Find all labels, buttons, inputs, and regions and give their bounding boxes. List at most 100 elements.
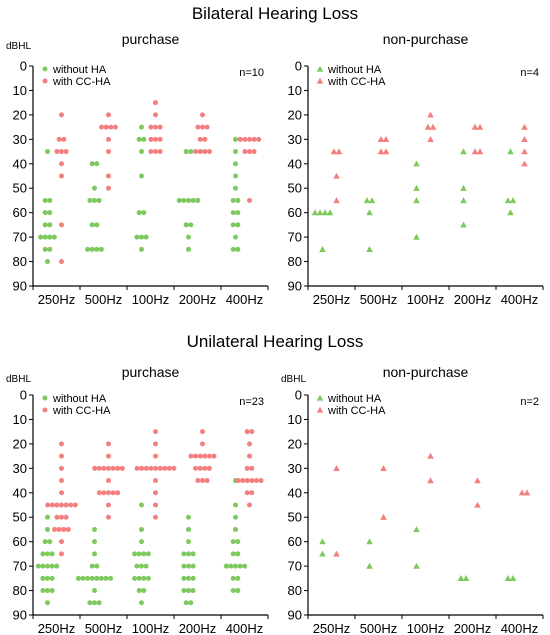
data-point-with-cc-ha xyxy=(59,502,64,508)
x-tick-label: 250Hz xyxy=(38,292,76,307)
data-point-without-ha xyxy=(40,551,46,557)
y-tick-label: 20 xyxy=(288,107,302,122)
data-point-without-ha xyxy=(235,210,241,216)
data-point-without-ha xyxy=(49,575,55,581)
data-point-with-cc-ha xyxy=(106,136,111,142)
data-point-with-cc-ha xyxy=(240,478,246,484)
data-point-without-ha xyxy=(89,563,95,569)
data-point-with-cc-ha xyxy=(153,465,158,471)
data-point-without-ha xyxy=(92,600,97,606)
data-point-without-ha xyxy=(190,588,196,594)
data-point-without-ha xyxy=(366,246,373,252)
data-point-with-cc-ha xyxy=(59,161,64,167)
y-unit-label: dBHL xyxy=(6,374,31,385)
y-tick-label: 40 xyxy=(13,485,27,500)
y-tick-label: 20 xyxy=(13,107,27,122)
data-point-without-ha xyxy=(45,551,50,557)
y-tick-label: 10 xyxy=(13,83,27,98)
data-point-with-cc-ha xyxy=(148,149,154,155)
data-point-with-cc-ha xyxy=(63,514,69,520)
sample-size-label: n=10 xyxy=(239,67,264,79)
data-point-with-cc-ha xyxy=(249,478,255,484)
data-point-without-ha xyxy=(89,222,95,228)
data-point-with-cc-ha xyxy=(56,136,62,142)
data-point-with-cc-ha xyxy=(244,465,250,471)
data-point-with-cc-ha xyxy=(72,502,78,508)
y-tick-label: 10 xyxy=(288,412,302,427)
sample-size-label: n=2 xyxy=(520,396,539,408)
data-point-with-cc-ha xyxy=(330,148,338,155)
x-tick-label: 200Hz xyxy=(454,292,492,307)
data-point-with-cc-ha xyxy=(197,453,203,459)
y-tick-label: 30 xyxy=(288,461,302,476)
data-point-without-ha xyxy=(108,575,114,581)
data-point-without-ha xyxy=(181,575,187,581)
data-point-with-cc-ha xyxy=(249,429,255,435)
data-point-with-cc-ha xyxy=(59,259,64,265)
data-point-with-cc-ha xyxy=(382,136,390,142)
data-point-without-ha xyxy=(139,173,144,179)
data-point-with-cc-ha xyxy=(59,539,64,545)
data-point-with-cc-ha xyxy=(476,148,484,155)
data-point-without-ha xyxy=(181,563,187,569)
data-point-with-cc-ha xyxy=(244,478,250,484)
data-point-with-cc-ha xyxy=(153,136,158,142)
sample-size-label: n=23 xyxy=(239,396,264,408)
data-point-without-ha xyxy=(460,148,467,155)
data-point-with-cc-ha xyxy=(49,502,55,508)
data-point-with-cc-ha xyxy=(333,465,340,471)
data-point-without-ha xyxy=(188,600,194,606)
data-point-with-cc-ha xyxy=(106,490,111,496)
data-point-with-cc-ha xyxy=(153,100,158,106)
data-point-with-cc-ha xyxy=(134,465,140,471)
legend-marker xyxy=(42,395,48,401)
data-point-with-cc-ha xyxy=(427,477,434,484)
data-point-without-ha xyxy=(47,246,53,252)
data-point-without-ha xyxy=(235,246,241,252)
x-tick-label: 250Hz xyxy=(313,292,351,307)
data-point-without-ha xyxy=(45,149,50,155)
data-point-without-ha xyxy=(143,563,149,569)
data-point-without-ha xyxy=(45,526,50,532)
data-point-without-ha xyxy=(366,538,373,545)
data-point-without-ha xyxy=(139,563,144,569)
legend-marker xyxy=(42,407,48,413)
legend-marker xyxy=(42,66,48,72)
data-point-without-ha xyxy=(460,197,467,204)
data-point-without-ha xyxy=(413,562,420,569)
data-point-with-cc-ha xyxy=(382,148,390,155)
data-point-with-cc-ha xyxy=(110,490,116,496)
data-point-with-cc-ha xyxy=(153,149,158,155)
data-point-without-ha xyxy=(45,588,50,594)
data-point-with-cc-ha xyxy=(153,429,158,435)
data-point-without-ha xyxy=(188,222,194,228)
data-point-with-cc-ha xyxy=(377,148,385,155)
data-point-with-cc-ha xyxy=(427,136,434,142)
data-point-without-ha xyxy=(45,575,50,581)
data-point-with-cc-ha xyxy=(471,123,479,130)
y-tick-label: 30 xyxy=(13,461,27,476)
y-tick-label: 20 xyxy=(13,436,27,451)
data-point-without-ha xyxy=(235,197,241,203)
data-point-with-cc-ha xyxy=(61,526,67,532)
data-point-with-cc-ha xyxy=(153,124,158,130)
data-point-without-ha xyxy=(186,246,191,252)
data-point-without-ha xyxy=(96,600,102,606)
data-point-without-ha xyxy=(195,197,201,203)
x-tick-label: 400Hz xyxy=(226,292,264,307)
data-point-without-ha xyxy=(413,197,420,204)
data-point-with-cc-ha xyxy=(59,551,64,557)
data-point-with-cc-ha xyxy=(518,489,526,496)
data-point-with-cc-ha xyxy=(45,502,51,508)
data-point-with-cc-ha xyxy=(247,453,252,459)
data-point-with-cc-ha xyxy=(380,465,387,471)
data-point-with-cc-ha xyxy=(424,123,432,130)
x-tick-label: 400Hz xyxy=(501,621,539,635)
data-point-with-cc-ha xyxy=(523,489,531,496)
data-point-without-ha xyxy=(190,575,196,581)
data-point-without-ha xyxy=(98,246,104,252)
data-point-with-cc-ha xyxy=(143,465,149,471)
data-point-with-cc-ha xyxy=(206,465,212,471)
data-point-with-cc-ha xyxy=(101,490,107,496)
data-point-with-cc-ha xyxy=(106,185,111,191)
